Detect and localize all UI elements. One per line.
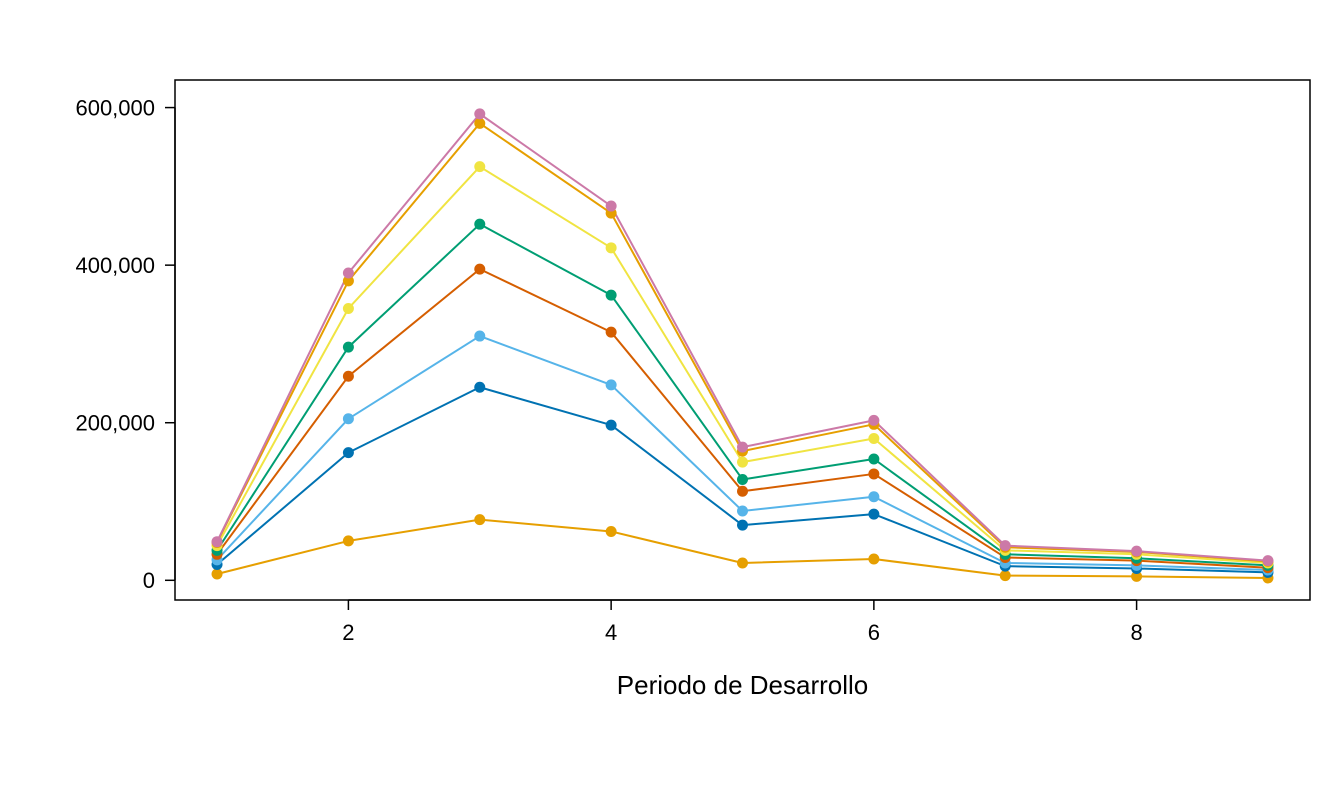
x-tick-label: 8 (1130, 620, 1142, 645)
series-point-s3 (737, 505, 748, 516)
series-point-s8 (868, 415, 879, 426)
series-point-s2 (868, 509, 879, 520)
series-point-s6 (737, 457, 748, 468)
chart-svg: 2 4 6 8 0 200,000 400,000 600,000 Periodo de Des… (0, 0, 1344, 806)
series-point-s2 (606, 420, 617, 431)
y-tick-label: 400,000 (75, 253, 155, 278)
series-point-s6 (868, 433, 879, 444)
series-point-s6 (343, 303, 354, 314)
series-point-s5 (343, 342, 354, 353)
series-point-s8 (212, 536, 223, 547)
series-point-s2 (343, 447, 354, 458)
series-point-s1 (606, 526, 617, 537)
series-point-s2 (737, 520, 748, 531)
series-point-s8 (343, 268, 354, 279)
series-point-s8 (737, 442, 748, 453)
series-point-s3 (606, 379, 617, 390)
series-point-s4 (868, 468, 879, 479)
x-tick-label: 4 (605, 620, 617, 645)
series-point-s5 (868, 453, 879, 464)
series-point-s7 (474, 118, 485, 129)
series-point-s6 (606, 242, 617, 253)
series-point-s3 (343, 413, 354, 424)
y-tick-label: 600,000 (75, 95, 155, 120)
y-tick-label: 0 (143, 568, 155, 593)
series-point-s3 (474, 331, 485, 342)
x-tick-label: 6 (868, 620, 880, 645)
y-tick-label: 200,000 (75, 410, 155, 435)
series-point-s1 (868, 554, 879, 565)
series-point-s8 (1000, 540, 1011, 551)
series-point-s6 (474, 161, 485, 172)
series-point-s4 (343, 371, 354, 382)
series-point-s2 (474, 382, 485, 393)
series-point-s4 (474, 264, 485, 275)
series-point-s8 (474, 108, 485, 119)
series-point-s1 (212, 569, 223, 580)
series-point-s4 (606, 327, 617, 338)
line-chart: 2 4 6 8 0 200,000 400,000 600,000 Periodo de Des… (0, 0, 1344, 806)
series-point-s8 (1131, 546, 1142, 557)
series-point-s8 (1262, 555, 1273, 566)
series-point-s8 (606, 201, 617, 212)
series-point-s1 (1000, 570, 1011, 581)
x-axis-title: Periodo de Desarrollo (617, 670, 868, 700)
series-point-s4 (737, 486, 748, 497)
series-point-s1 (343, 535, 354, 546)
x-tick-label: 2 (342, 620, 354, 645)
series-point-s3 (868, 491, 879, 502)
series-point-s5 (606, 290, 617, 301)
series-point-s5 (737, 474, 748, 485)
series-point-s1 (737, 557, 748, 568)
series-point-s5 (474, 219, 485, 230)
series-point-s1 (474, 514, 485, 525)
